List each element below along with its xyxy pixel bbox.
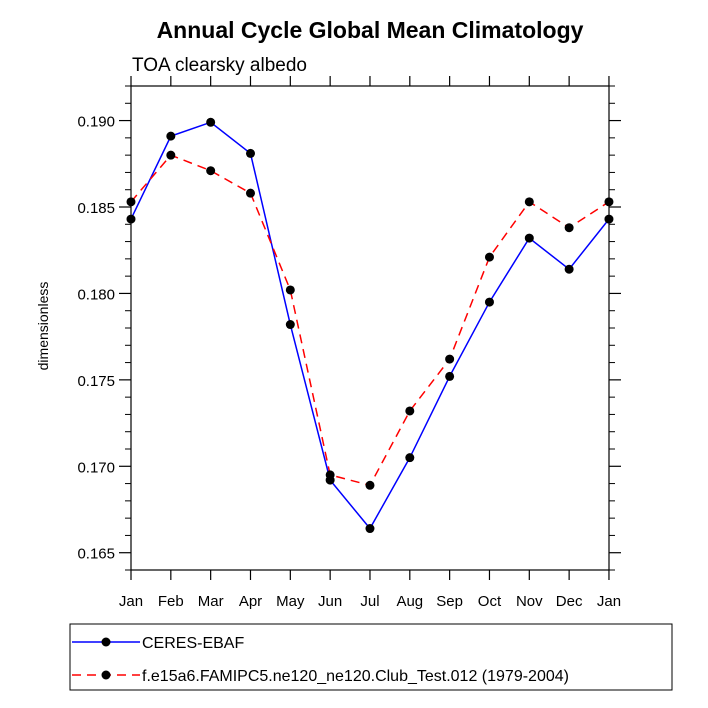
series-0-point — [126, 214, 136, 224]
series-1-point — [126, 197, 136, 207]
series-1-point — [325, 470, 335, 480]
series-1-point — [166, 150, 176, 160]
plot-frame — [130, 85, 610, 571]
x-tick-label: Mar — [198, 593, 224, 610]
y-tick-label: 0.180 — [77, 286, 115, 303]
legend-entry-0: CERES-EBAF — [142, 635, 244, 652]
series-1-point — [285, 285, 295, 295]
x-tick-label: Aug — [396, 593, 423, 610]
series-line-1 — [130, 154, 610, 487]
x-tick-label: Nov — [516, 593, 543, 610]
series-0-point — [564, 264, 574, 274]
x-tick-label: Apr — [239, 593, 262, 610]
x-tick-label: Jan — [119, 593, 143, 610]
series-1-point — [484, 252, 494, 262]
y-tick-label: 0.185 — [77, 200, 115, 217]
legend-box — [69, 623, 673, 691]
y-tick-label: 0.165 — [77, 546, 115, 563]
series-layer — [126, 117, 614, 534]
legend-entry-1: f.e15a6.FAMIPC5.ne120_ne120.Club_Test.01… — [142, 668, 569, 685]
legend: CERES-EBAF f.e15a6.FAMIPC5.ne120_ne120.Cl… — [72, 635, 569, 685]
series-0-point — [524, 233, 534, 243]
x-tick-label: Sep — [436, 593, 463, 610]
x-tick-label: Jul — [360, 593, 379, 610]
y-tick-label: 0.175 — [77, 373, 115, 390]
legend-marker-1 — [101, 670, 111, 680]
legend-marker-0 — [101, 637, 111, 647]
x-tick-label: Oct — [478, 593, 502, 610]
series-1-point — [206, 166, 216, 176]
series-1-point — [564, 223, 574, 233]
series-1-point — [524, 197, 534, 207]
series-0-point — [206, 117, 216, 127]
series-1-point — [604, 197, 614, 207]
series-0-point — [285, 320, 295, 330]
x-tick-label: Jun — [318, 593, 342, 610]
series-line-0 — [130, 121, 610, 530]
series-0-point — [245, 148, 255, 158]
chart-title: Annual Cycle Global Mean Climatology — [157, 17, 584, 43]
y-tick-label: 0.170 — [77, 459, 115, 476]
series-0-point — [405, 453, 415, 463]
series-0-point — [166, 131, 176, 141]
x-tick-label: Feb — [158, 593, 184, 610]
x-tick-label: Jan — [597, 593, 621, 610]
chart-subtitle: TOA clearsky albedo — [132, 55, 307, 76]
series-0-point — [484, 297, 494, 307]
y-axis-label: dimensionless — [35, 282, 51, 371]
series-1-point — [405, 406, 415, 416]
series-1-point — [365, 480, 375, 490]
series-1-point — [445, 354, 455, 364]
series-0-point — [604, 214, 614, 224]
axis-ticks: 0.165 0.170 0.175 0.180 0.185 0.190 Jan Feb Mar A… — [77, 76, 621, 610]
x-tick-label: May — [276, 593, 305, 610]
series-0-point — [365, 524, 375, 534]
series-0-point — [445, 371, 455, 381]
series-1-point — [245, 188, 255, 198]
x-tick-label: Dec — [556, 593, 583, 610]
y-tick-label: 0.190 — [77, 114, 115, 131]
